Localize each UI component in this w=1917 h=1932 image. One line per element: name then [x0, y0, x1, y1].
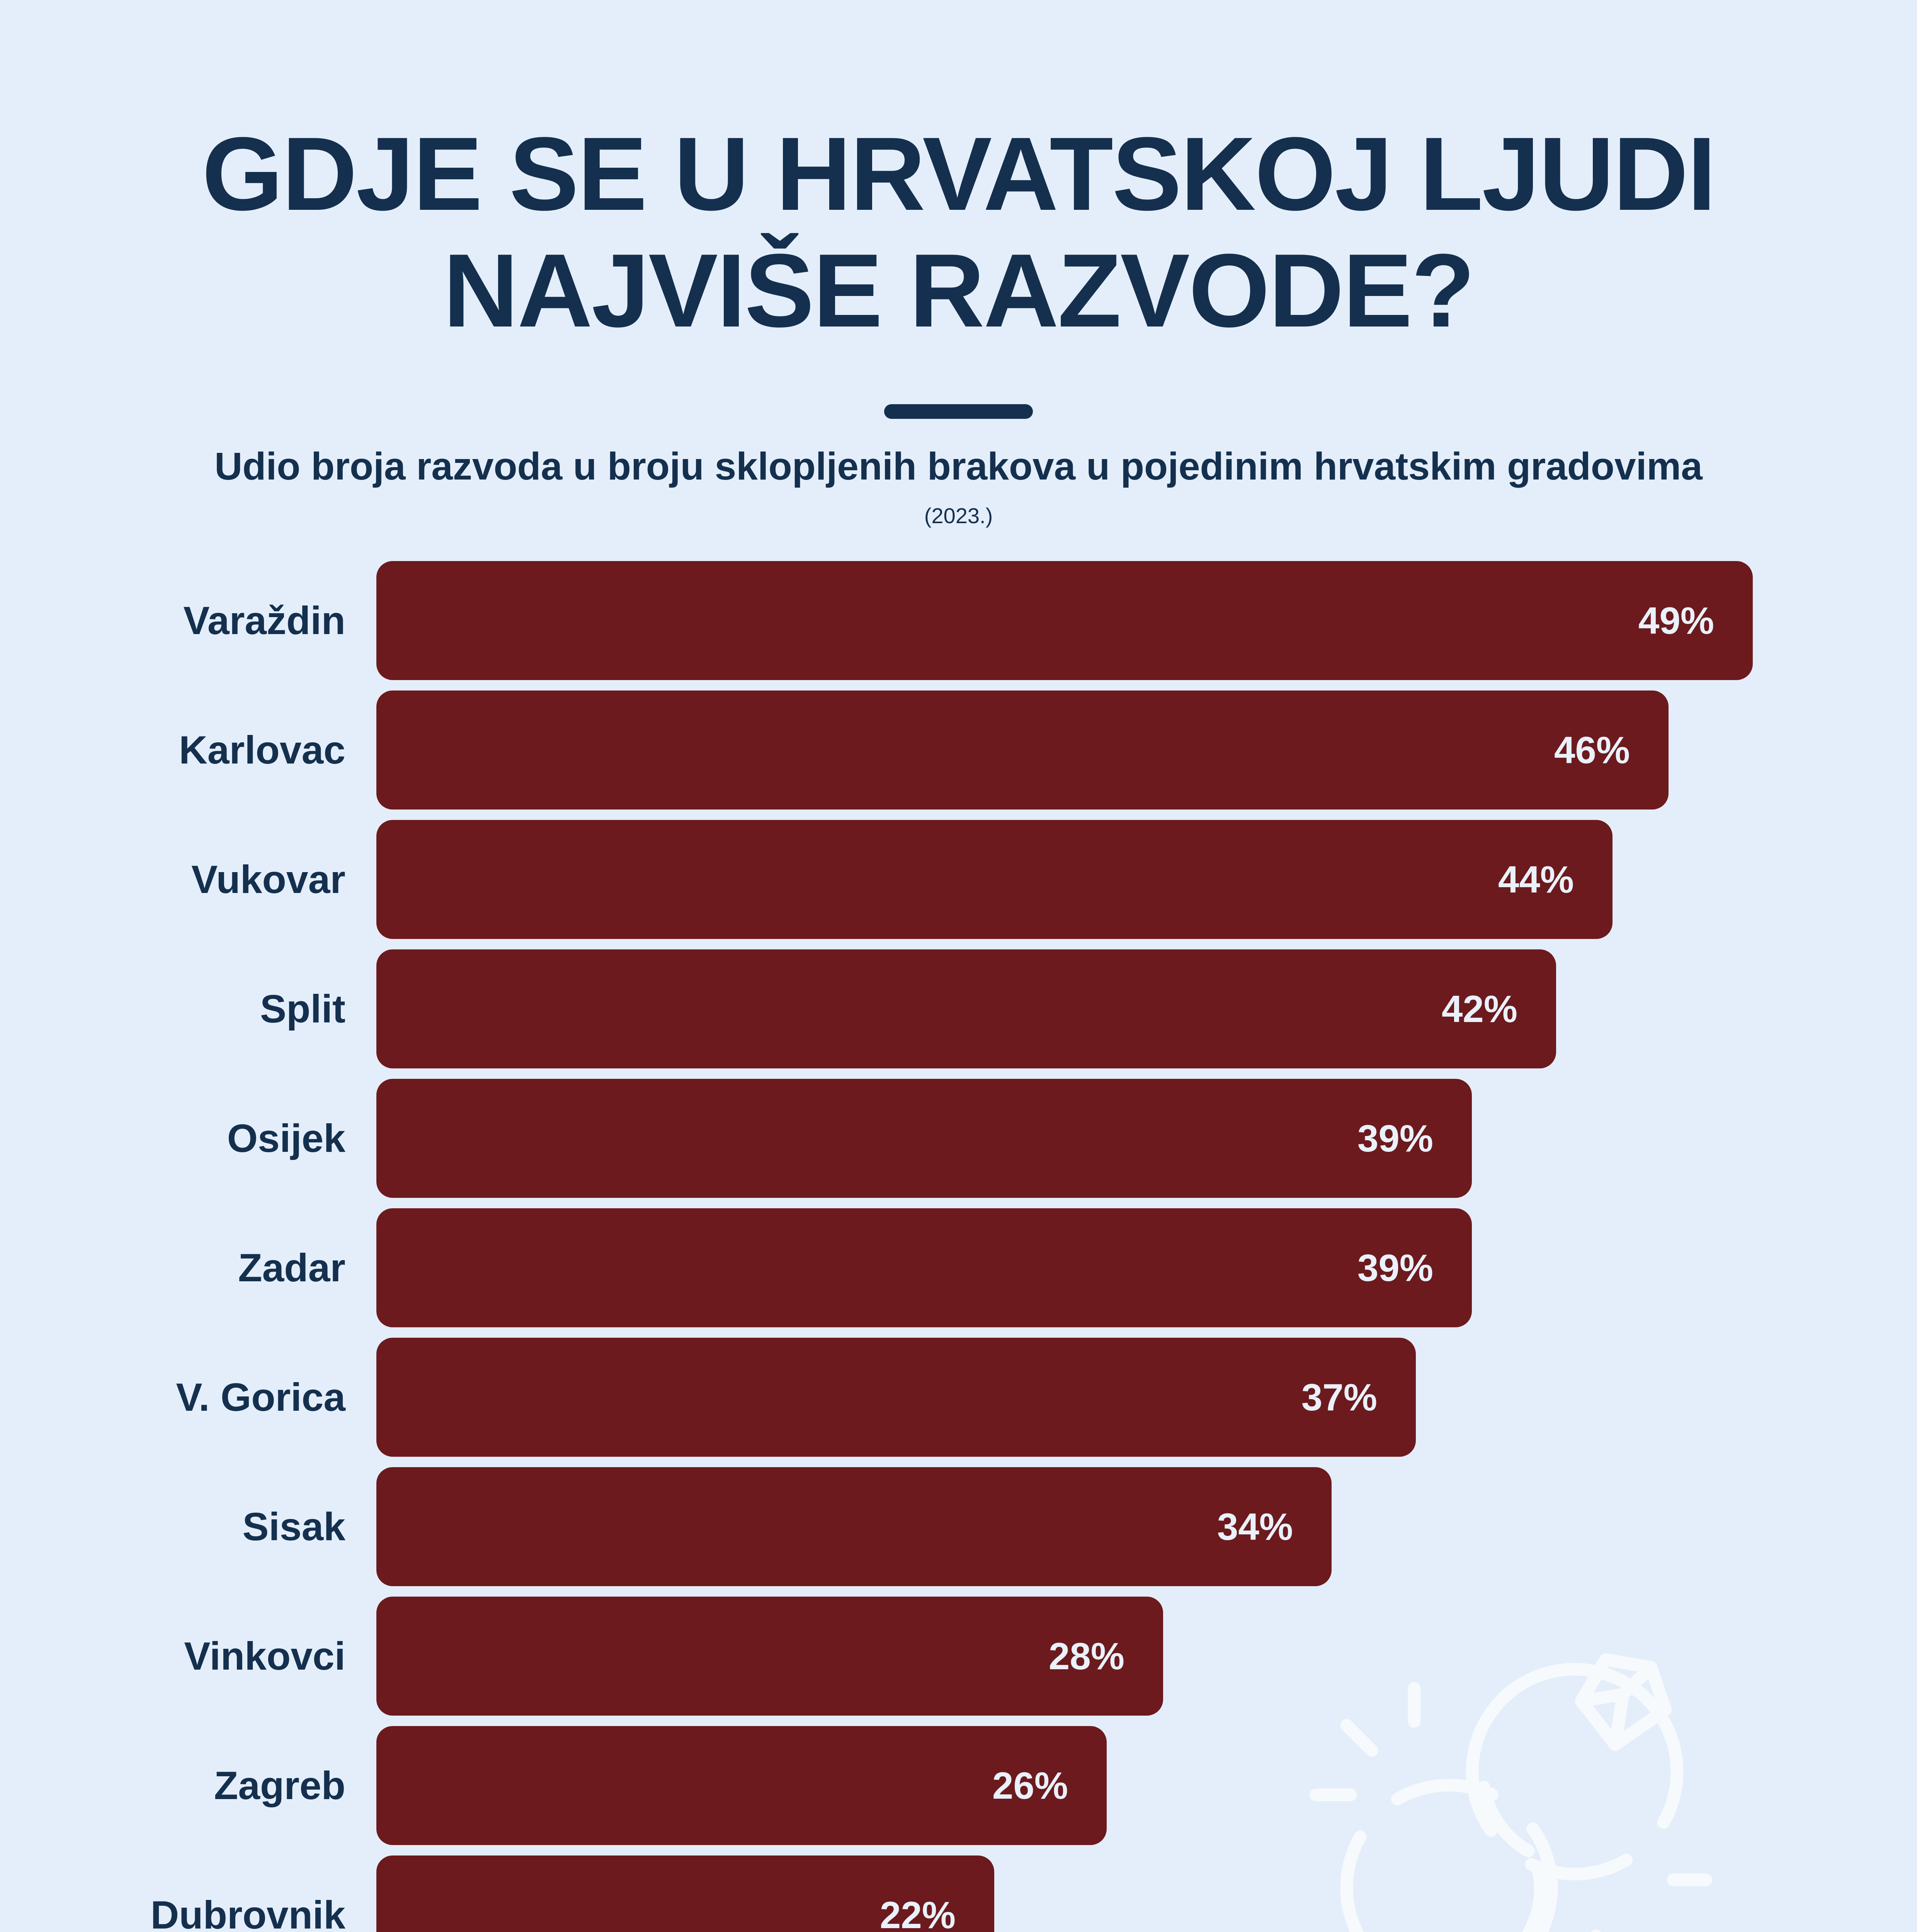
bar-value-label: 46%	[1554, 728, 1630, 771]
bar: 26%	[376, 1726, 1107, 1845]
bar-chart: Varaždin 49% Karlovac 46% Vukovar 44% Split 42%…	[0, 561, 1917, 1932]
bar-value-label: 49%	[1638, 599, 1714, 642]
bar: 46%	[376, 690, 1669, 810]
bar-row: Vinkovci 28%	[0, 1597, 1917, 1716]
bar-value-label: 28%	[1048, 1634, 1124, 1677]
bar-value-label: 37%	[1301, 1376, 1377, 1418]
title-divider	[884, 404, 1033, 419]
bar-category-label: Split	[260, 986, 345, 1031]
bar-row: Karlovac 46%	[0, 690, 1917, 810]
bar: 49%	[376, 561, 1753, 680]
bar-row: Zagreb 26%	[0, 1726, 1917, 1845]
bar-category-label: Varaždin	[183, 598, 345, 643]
wedding-rings-icon	[1309, 1653, 1713, 1932]
bar-row: Osijek 39%	[0, 1079, 1917, 1198]
bar-value-label: 34%	[1217, 1505, 1293, 1548]
bar-row: Zadar 39%	[0, 1208, 1917, 1327]
bar-category-label: Zadar	[238, 1245, 345, 1290]
bar: 39%	[376, 1208, 1472, 1327]
bar: 44%	[376, 820, 1613, 939]
bar: 37%	[376, 1338, 1416, 1457]
diamond-icon	[1575, 1653, 1672, 1751]
bar-row: Split 42%	[0, 949, 1917, 1068]
bar-category-label: Vukovar	[191, 857, 345, 901]
bar-value-label: 22%	[879, 1893, 956, 1932]
bar-category-label: Osijek	[227, 1116, 345, 1160]
ring-overlap-arc	[1477, 1781, 1535, 1857]
bar-value-label: 39%	[1357, 1117, 1433, 1160]
bar-value-label: 26%	[992, 1764, 1068, 1807]
sparkle-icon	[1340, 1719, 1378, 1757]
bar-category-label: Sisak	[242, 1504, 345, 1549]
ring-overlap-arc	[1522, 1866, 1547, 1932]
bar-category-label: Dubrovnik	[150, 1893, 345, 1932]
bar-category-label: Zagreb	[214, 1763, 345, 1808]
bar-row: Dubrovnik 22%	[0, 1855, 1917, 1932]
bar-category-label: Karlovac	[179, 728, 345, 772]
bar-category-label: V. Gorica	[176, 1375, 345, 1419]
bar: 39%	[376, 1079, 1472, 1198]
bar: 22%	[376, 1855, 994, 1932]
bar: 42%	[376, 949, 1556, 1068]
bar-row: Sisak 34%	[0, 1467, 1917, 1586]
bar-row: Vukovar 44%	[0, 820, 1917, 939]
bar: 34%	[376, 1467, 1332, 1586]
page-title: GDJE SE U HRVATSKOJ LJUDI NAJVIŠE RAZVOD…	[202, 116, 1716, 349]
year-note: (2023.)	[924, 503, 993, 528]
bar-value-label: 44%	[1498, 858, 1574, 901]
bar-row: V. Gorica 37%	[0, 1338, 1917, 1457]
chart-subtitle: Udio broja razvoda u broju sklopljenih b…	[214, 445, 1703, 488]
bar-value-label: 39%	[1357, 1246, 1433, 1289]
bar: 28%	[376, 1597, 1163, 1716]
diamond-facets	[1575, 1661, 1657, 1751]
bar-value-label: 42%	[1441, 987, 1517, 1030]
bar-row: Varaždin 49%	[0, 561, 1917, 680]
bar-category-label: Vinkovci	[184, 1634, 345, 1678]
